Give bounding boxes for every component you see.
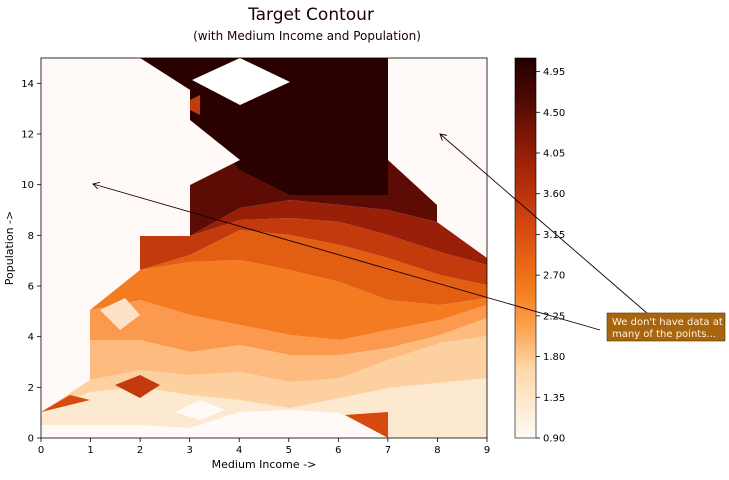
contour-patch-1 [100, 298, 140, 330]
annotation-text-line-2: many of the points... [612, 329, 716, 340]
contour-band-3 [90, 318, 487, 382]
nodata-region-4 [41, 410, 388, 438]
x-axis-ticks: 0 1 2 3 4 5 6 7 8 9 [38, 438, 490, 456]
colorbar [514, 57, 537, 439]
contour-patch-5 [345, 412, 388, 438]
x-tick-label: 6 [335, 445, 341, 456]
colorbar-tick-label: 0.90 [543, 434, 565, 445]
contour-patch-6 [41, 395, 90, 412]
x-tick-label: 2 [137, 445, 143, 456]
annotation-arrow-1 [93, 184, 601, 331]
x-tick-label: 0 [38, 445, 44, 456]
x-tick-label: 1 [87, 445, 93, 456]
colorbar-tick-label: 4.95 [543, 67, 565, 78]
colorbar-tick-label: 4.05 [543, 149, 565, 160]
contour-band-10 [140, 58, 388, 195]
y-axis-label: Population -> [3, 211, 16, 285]
annotation-text-line-1: We don't have data at [612, 317, 723, 328]
x-tick-label: 8 [434, 445, 440, 456]
y-tick-label: 4 [28, 332, 34, 343]
x-tick-label: 5 [286, 445, 292, 456]
colorbar-tick-label: 1.80 [543, 352, 565, 363]
contour-fills [41, 58, 487, 438]
colorbar-tick-label: 3.60 [543, 189, 565, 200]
x-tick-label: 7 [385, 445, 391, 456]
colorbar-tick-label: 3.15 [543, 230, 565, 241]
y-tick-label: 6 [28, 282, 34, 293]
colorbar-tick-label: 1.35 [543, 393, 565, 404]
y-tick-label: 10 [21, 180, 34, 191]
chart-title: Target Contour [247, 5, 374, 25]
contour-band-5 [90, 260, 487, 340]
x-tick-label: 3 [186, 445, 192, 456]
x-tick-label: 9 [484, 445, 490, 456]
x-axis-label: Medium Income -> [212, 458, 317, 471]
contour-band-6 [140, 230, 487, 305]
chart-subtitle: (with Medium Income and Population) [193, 29, 421, 43]
nodata-region-3 [192, 58, 290, 105]
contour-band-4 [90, 300, 487, 355]
nodata-region-2 [388, 58, 487, 258]
y-tick-label: 2 [28, 383, 34, 394]
annotation-box [606, 312, 726, 342]
nodata-region-1 [41, 58, 240, 412]
colorbar-ticks: 0.901.351.802.252.703.153.604.054.504.95 [536, 67, 565, 445]
contour-band-2 [41, 336, 487, 412]
plot-frame [40, 57, 488, 439]
contour-patch-3 [175, 400, 225, 420]
y-tick-label: 14 [21, 79, 34, 90]
contour-band-8 [190, 200, 487, 265]
colorbar-tick-label: 2.70 [543, 271, 565, 282]
x-tick-label: 4 [236, 445, 242, 456]
contour-patch-2 [115, 375, 160, 398]
y-tick-label: 0 [28, 434, 34, 445]
annotation-arrow-2 [440, 134, 649, 315]
y-tick-label: 8 [28, 231, 34, 242]
contour-band-7 [140, 218, 487, 285]
y-tick-label: 12 [21, 130, 34, 141]
y-axis-ticks: 0 2 4 6 8 10 12 14 [21, 79, 41, 445]
colorbar-tick-label: 4.50 [543, 108, 565, 119]
